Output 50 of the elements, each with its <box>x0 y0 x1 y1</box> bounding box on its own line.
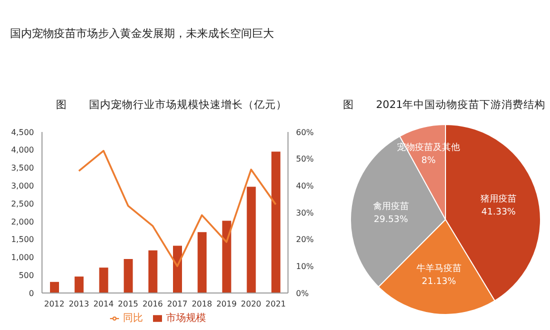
bar <box>99 268 108 293</box>
y-tick-label: 3,000 <box>11 182 34 191</box>
legend-label: 同比 <box>123 313 143 324</box>
chart-title: 图 2021年中国动物疫苗下游消费结构 <box>343 98 546 112</box>
bar <box>124 259 133 293</box>
x-tick-label: 2015 <box>118 300 138 309</box>
y2-tick-label: 40% <box>296 182 314 191</box>
y-tick-label: 4,500 <box>11 128 34 137</box>
bar <box>74 276 84 293</box>
y2-tick-label: 20% <box>296 235 314 244</box>
x-tick-label: 2018 <box>192 300 212 309</box>
text: 国内宠物疫苗市场步入黄金发展期，未来成长空间巨大 <box>10 26 274 41</box>
y2-tick-label: 0% <box>296 288 310 298</box>
bar <box>148 250 158 293</box>
slice-label: 牛羊马疫苗 <box>416 263 462 274</box>
data-label: 8% <box>421 156 436 166</box>
bar <box>222 220 232 293</box>
x-tick-label: 2014 <box>93 300 114 309</box>
y-tick-label: 3,500 <box>11 164 34 173</box>
x-tick-label: 2017 <box>167 300 188 309</box>
y2-tick-label: 30% <box>296 208 314 218</box>
bar <box>173 246 182 293</box>
chart-title: 图 国内宠物行业市场规模快速增长（亿元） <box>56 98 287 112</box>
y-tick-label: 2,500 <box>11 199 34 208</box>
x-tick-label: 2012 <box>44 300 64 309</box>
y-tick-label: 1,000 <box>11 253 34 262</box>
y-tick-label: 500 <box>18 270 34 280</box>
data-label: 29.53% <box>374 214 409 225</box>
x-tick-label: 2020 <box>240 300 262 309</box>
y-tick-label: 1,500 <box>11 235 34 244</box>
y-tick-label: 4,000 <box>11 146 34 155</box>
bar <box>271 152 280 293</box>
bar <box>50 282 59 293</box>
y2-tick-label: 10% <box>296 262 314 272</box>
data-label: 21.13% <box>422 277 457 288</box>
slice-label: 猪用疫苗 <box>480 194 517 205</box>
y2-tick-label: 60% <box>296 128 314 137</box>
y2-tick-label: 50% <box>296 154 314 164</box>
data-label: 41.33% <box>481 208 516 218</box>
line-series <box>78 150 277 268</box>
x-tick-label: 2013 <box>68 300 90 309</box>
x-tick-label: 2019 <box>216 300 237 309</box>
bar <box>246 186 256 293</box>
slice-label: 禽用疫苗 <box>372 200 409 212</box>
x-tick-label: 2016 <box>142 300 163 309</box>
y-tick-label: 0 <box>28 288 34 298</box>
x-tick-label: 2021 <box>266 300 286 309</box>
bar <box>198 232 207 293</box>
y-tick-label: 2,000 <box>11 217 34 226</box>
legend-label: 市场规模 <box>166 313 206 324</box>
